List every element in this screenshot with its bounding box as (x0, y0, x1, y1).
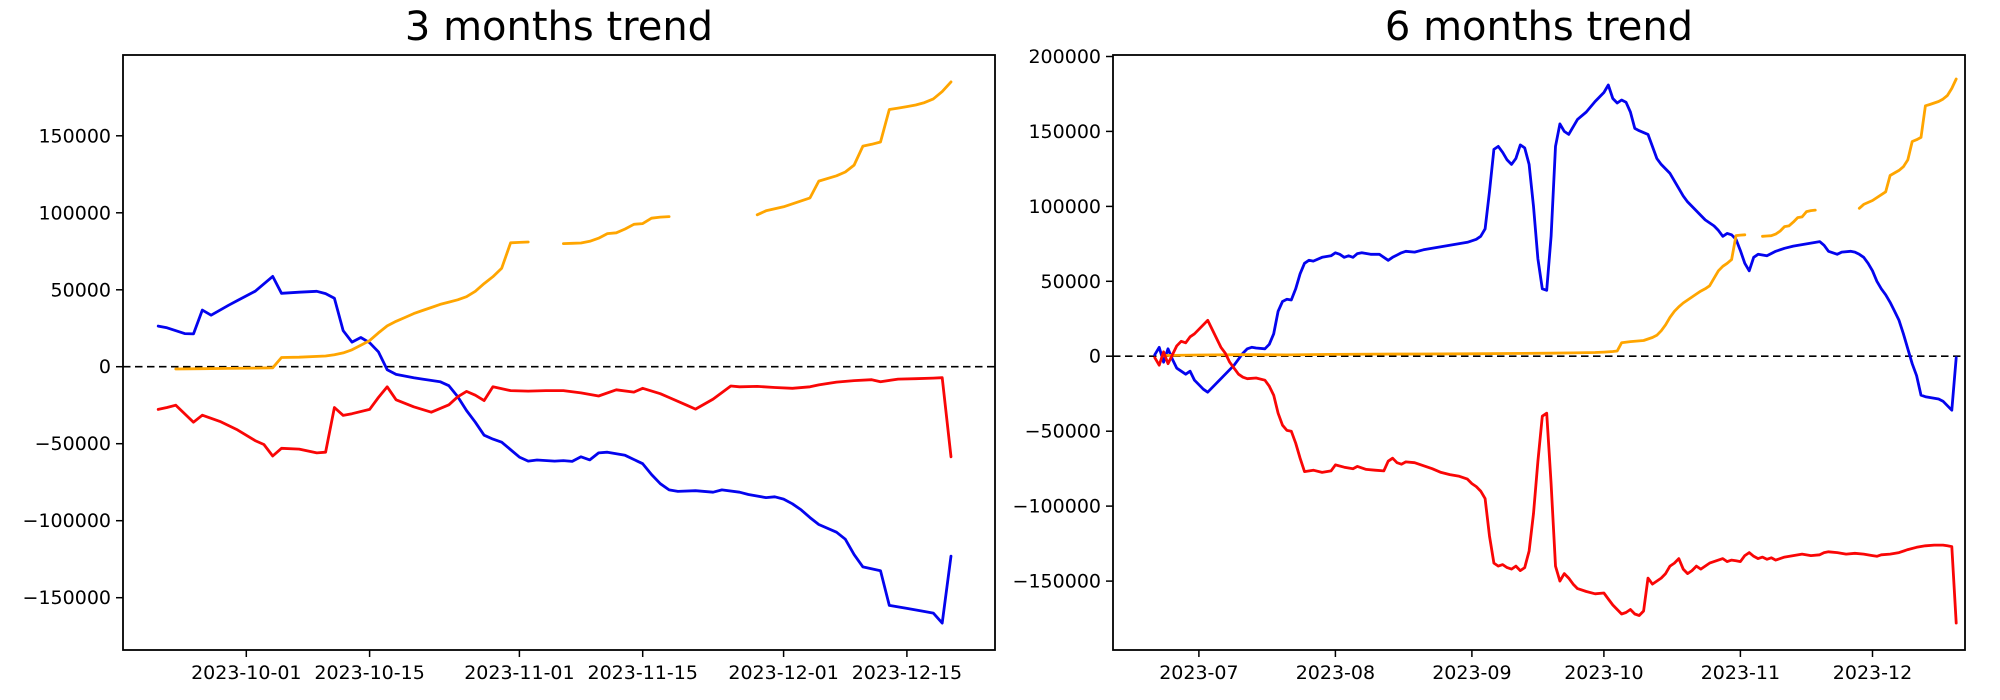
x-tick-label: 2023-10-01 (191, 662, 301, 684)
x-axis-ticks: 2023-07 2023-08 2023-09 2023-10 2023-11 2023-… (1159, 650, 1912, 684)
orange-line (1857, 77, 1958, 210)
orange-line (1162, 233, 1747, 357)
y-tick-label: 100000 (38, 202, 111, 224)
x-tick-label: 2023-11-01 (464, 662, 574, 684)
x-tick-label: 2023-09 (1432, 662, 1511, 684)
y-tick-label: −150000 (23, 587, 111, 609)
y-tick-label: 150000 (38, 125, 111, 147)
x-tick-label: 2023-12-15 (852, 662, 962, 684)
x-axis-ticks: 2023-10-01 2023-10-15 2023-11-01 2023-11-15… (191, 650, 962, 684)
y-tick-label: 50000 (51, 279, 111, 301)
red-line (1153, 318, 1958, 625)
chart-title-3-months: 3 months trend (404, 4, 714, 50)
orange-line (755, 80, 953, 217)
blue-line (1153, 83, 1958, 412)
y-tick-label: 150000 (1028, 121, 1101, 143)
y-tick-label: 100000 (1028, 196, 1101, 218)
y-tick-label: 200000 (1028, 46, 1101, 68)
x-tick-label: 2023-10-15 (314, 662, 424, 684)
x-tick-label: 2023-10 (1564, 662, 1643, 684)
y-tick-label: −50000 (35, 433, 111, 455)
orange-line (1761, 208, 1817, 238)
y-tick-label: −100000 (1013, 496, 1101, 518)
x-tick-label: 2023-11-15 (587, 662, 697, 684)
y-tick-label: 0 (99, 356, 111, 378)
x-tick-label: 2023-08 (1296, 662, 1375, 684)
red-line (156, 376, 953, 459)
plot-border (122, 54, 996, 651)
y-tick-label: −150000 (1013, 571, 1101, 593)
y-tick-label: 0 (1089, 346, 1101, 368)
y-tick-label: 50000 (1041, 271, 1101, 293)
orange-line (174, 240, 530, 371)
y-axis-ticks: 150000 100000 50000 0 −50000 −100000 −150000 (23, 125, 123, 609)
y-axis-ticks: 200000 150000 100000 50000 0 −50000 −100000 −15… (1013, 46, 1113, 593)
y-tick-label: −50000 (1025, 421, 1101, 443)
y-tick-label: −100000 (23, 510, 111, 532)
orange-line (562, 215, 671, 245)
plot-border (1112, 54, 1966, 651)
x-tick-label: 2023-12-01 (728, 662, 838, 684)
x-tick-label: 2023-12 (1833, 662, 1912, 684)
blue-line (156, 275, 953, 625)
chart-1: 200000 150000 100000 50000 0 −50000 −100000 −15… (1013, 46, 1966, 684)
x-tick-label: 2023-07 (1159, 662, 1238, 684)
x-tick-label: 2023-11 (1701, 662, 1780, 684)
chart-title-6-months: 6 months trend (1384, 4, 1694, 50)
chart-0: 150000 100000 50000 0 −50000 −100000 −150000 20… (23, 54, 996, 684)
